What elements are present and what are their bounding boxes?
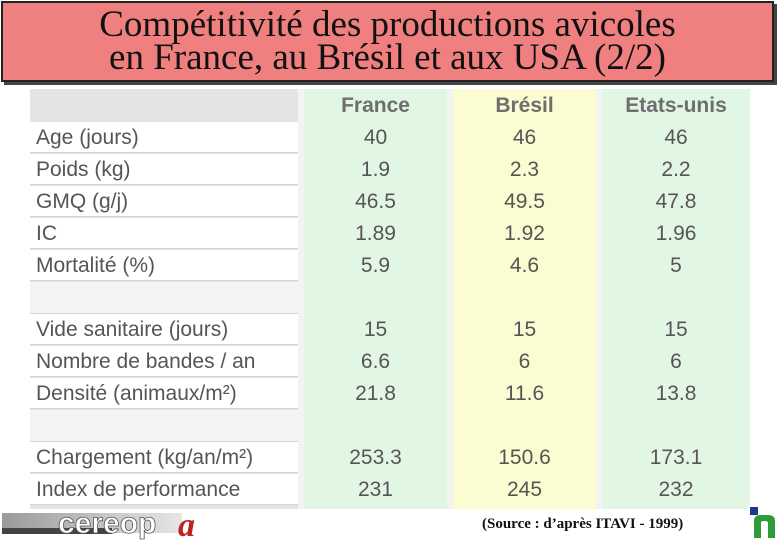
header-france: France xyxy=(341,94,410,117)
row-label: Nombre de bandes / an xyxy=(30,346,298,377)
table-row: GMQ (g/j) 46.5 49.5 47.8 xyxy=(30,186,750,218)
cell-france: 5.9 xyxy=(360,254,391,277)
slide-title: Compétitivité des productions avicoles e… xyxy=(1,1,774,82)
table-row: Mortalité (%) 5.9 4.6 5 xyxy=(30,250,750,282)
table-row: Nombre de bandes / an 6.6 6 6 xyxy=(30,346,750,378)
row-label: GMQ (g/j) xyxy=(30,186,298,217)
row-label: Vide sanitaire (jours) xyxy=(30,314,298,345)
table-spacer-row xyxy=(30,282,750,314)
header-usa: Etats-unis xyxy=(625,94,727,117)
header-bresil: Brésil xyxy=(495,94,554,117)
cell-bresil: 6 xyxy=(518,350,531,373)
table-row: Index de performance 231 245 232 xyxy=(30,474,750,506)
cell-bresil: 15 xyxy=(512,318,537,341)
cell-france: 253.3 xyxy=(349,446,402,469)
cell-france: 1.89 xyxy=(355,222,396,245)
row-label: IC xyxy=(30,218,298,249)
cell-bresil: 11.6 xyxy=(504,382,545,405)
cell-usa: 173.1 xyxy=(649,446,703,469)
table-spacer-row xyxy=(30,410,750,442)
row-label: Poids (kg) xyxy=(30,154,298,185)
cell-usa: 13.8 xyxy=(655,382,697,405)
table-row: Poids (kg) 1.9 2.3 2.2 xyxy=(30,154,750,186)
cell-bresil: 150.6 xyxy=(498,446,551,469)
svg-text:a: a xyxy=(178,507,195,540)
cell-france: 15 xyxy=(363,318,388,341)
cell-bresil: 46 xyxy=(512,126,537,149)
cell-usa: 47.8 xyxy=(655,190,697,213)
cell-bresil: 4.6 xyxy=(509,254,540,277)
table-row: Densité (animaux/m²) 21.8 11.6 13.8 xyxy=(30,378,750,410)
cell-france: 6.6 xyxy=(360,350,391,373)
cereopa-logo: cereop a xyxy=(0,506,215,544)
cell-france: 46.5 xyxy=(355,190,396,213)
usa-column xyxy=(602,89,750,509)
svg-text:cereop: cereop xyxy=(58,507,156,540)
row-label: Chargement (kg/an/m²) xyxy=(30,442,298,473)
title-line-1: Compétitivité des productions avicoles xyxy=(99,4,676,45)
cell-france: 1.9 xyxy=(360,158,391,181)
row-label: Mortalité (%) xyxy=(30,250,298,281)
cell-france: 40 xyxy=(363,126,388,149)
cell-usa: 1.96 xyxy=(655,222,697,245)
cell-bresil: 1.92 xyxy=(504,222,545,245)
cell-usa: 232 xyxy=(658,478,694,501)
cell-bresil: 49.5 xyxy=(504,190,545,213)
cell-usa: 15 xyxy=(664,318,688,341)
title-line-2: en France, au Brésil et aux USA (2/2) xyxy=(109,37,666,78)
comparison-table: France Brésil Etats-unis Age (jours) 40 … xyxy=(30,89,750,509)
institution-logo xyxy=(748,505,780,540)
cell-france: 231 xyxy=(357,478,394,501)
table-header: France Brésil Etats-unis xyxy=(30,90,750,122)
cell-bresil: 2.3 xyxy=(509,158,540,181)
bresil-column xyxy=(453,89,596,509)
table-row: Chargement (kg/an/m²) 253.3 150.6 173.1 xyxy=(30,442,750,474)
table-row: Vide sanitaire (jours) 15 15 15 xyxy=(30,314,750,346)
source-note: (Source : d’après ITAVI - 1999) xyxy=(482,516,684,532)
cell-bresil: 245 xyxy=(506,478,543,501)
cell-usa: 5 xyxy=(670,254,682,277)
cell-france: 21.8 xyxy=(355,382,396,405)
row-label: Densité (animaux/m²) xyxy=(30,378,298,409)
france-column xyxy=(304,89,447,509)
table-row: Age (jours) 40 46 46 xyxy=(30,122,750,154)
cell-usa: 6 xyxy=(670,350,682,373)
table-row: IC 1.89 1.92 1.96 xyxy=(30,218,750,250)
cell-usa: 46 xyxy=(664,126,688,149)
row-label: Age (jours) xyxy=(30,122,298,153)
row-label: Index de performance xyxy=(30,474,298,505)
cell-usa: 2.2 xyxy=(661,158,691,181)
